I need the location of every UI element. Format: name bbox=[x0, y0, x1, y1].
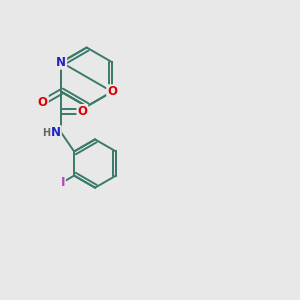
Text: O: O bbox=[107, 85, 117, 98]
Text: H: H bbox=[42, 128, 50, 138]
Text: O: O bbox=[38, 96, 48, 109]
Text: N: N bbox=[51, 126, 61, 139]
Text: N: N bbox=[56, 56, 66, 69]
Text: I: I bbox=[60, 176, 65, 189]
Text: O: O bbox=[77, 105, 87, 118]
